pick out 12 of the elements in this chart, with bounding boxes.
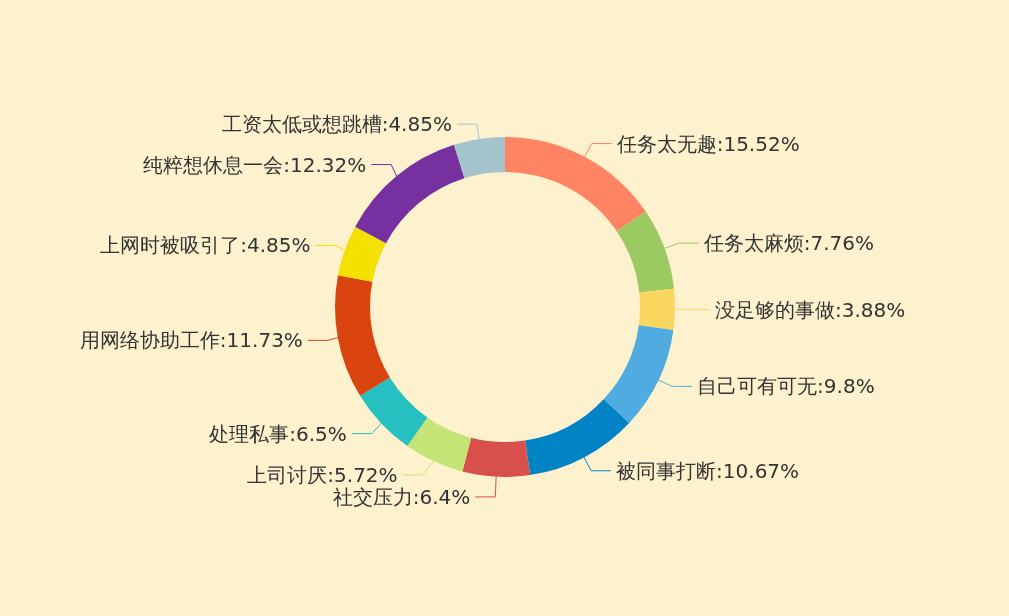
slice-label: 上司讨厌:5.72%: [247, 462, 398, 487]
slice-label: 上网时被吸引了:4.85%: [100, 233, 311, 258]
slice-label: 没足够的事做:3.88%: [714, 297, 906, 322]
slice-label: 任务太麻烦:7.76%: [702, 231, 874, 256]
slice-label: 处理私事:6.5%: [209, 421, 347, 446]
slice-label: 自己可有可无:9.8%: [697, 374, 875, 399]
slice-label: 工资太低或想跳槽:4.85%: [221, 112, 452, 137]
slice-label: 用网络协助工作:11.73%: [79, 328, 303, 353]
slice-label: 社交压力:6.4%: [332, 484, 471, 509]
slice-label: 纯粹想休息一会:12.32%: [143, 152, 367, 177]
slice-label: 任务太无趣:15.52%: [615, 131, 800, 156]
slice-label: 被同事打断:10.67%: [616, 458, 800, 483]
